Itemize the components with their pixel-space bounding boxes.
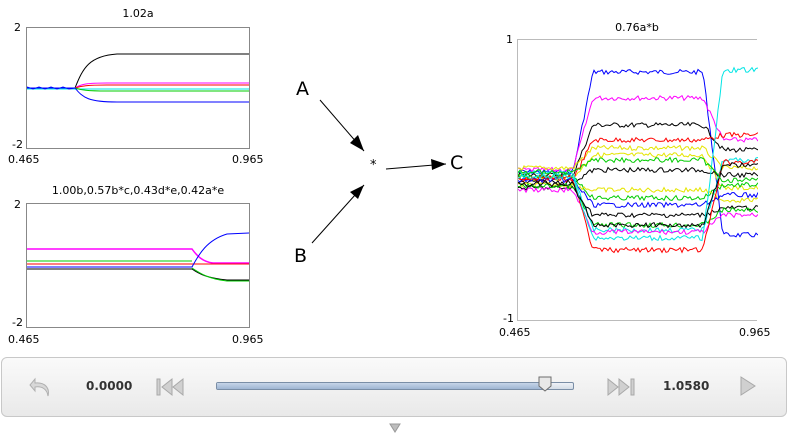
expand-down-icon[interactable]	[389, 423, 401, 433]
diagram-arrows	[311, 99, 447, 244]
top-left-x-max-label: 0.965	[232, 153, 264, 166]
top-left-x-min-label: 0.465	[8, 153, 40, 166]
diagram-operator: *	[370, 158, 377, 173]
bottom-left-y-max-label: 2	[14, 198, 21, 211]
bottom-left-x-max-label: 0.965	[232, 333, 264, 346]
time-slider[interactable]	[216, 382, 574, 390]
skip-to-start-icon[interactable]	[155, 376, 187, 398]
right-plot-trace-0	[518, 68, 758, 238]
right-x-max-label: 0.965	[739, 326, 771, 339]
trace-magenta	[27, 248, 249, 264]
top-left-plot	[26, 27, 250, 149]
right-plot-title: 0.76a*b	[615, 21, 659, 34]
right-y-min-label: -1	[503, 312, 514, 325]
trace-noise	[27, 86, 76, 90]
bottom-left-y-min-label: -2	[12, 316, 23, 329]
right-plot-trace-17	[518, 156, 758, 183]
right-plot-trace-1	[518, 94, 758, 173]
right-x-min-label: 0.465	[499, 326, 531, 339]
diagram-input-a: A	[296, 78, 309, 100]
bottom-left-plot-title: 1.00b,0.57b*c,0.43d*e,0.42a*e	[51, 184, 225, 197]
start-time: 0.0000	[86, 379, 133, 393]
time-slider-thumb[interactable]	[538, 376, 552, 392]
end-time: 1.0580	[663, 379, 710, 393]
right-plot-trace-12	[518, 157, 758, 234]
right-plot	[517, 39, 758, 321]
play-icon[interactable]	[738, 375, 758, 397]
arrow-head-b	[350, 185, 364, 199]
diagram-input-b: B	[294, 245, 308, 267]
top-left-plot-title: 1.02a	[122, 7, 154, 20]
arrow-head-c	[431, 159, 446, 170]
time-slider-fill	[217, 383, 545, 389]
trace-green-low	[191, 267, 249, 282]
trace-blue	[27, 232, 249, 268]
diagram-output-c: C	[450, 152, 464, 174]
arrow-head-a	[350, 135, 364, 151]
right-plot-trace-3	[518, 144, 758, 172]
undo-arrow-icon[interactable]	[28, 374, 54, 400]
trace-black	[27, 268, 249, 281]
skip-to-end-icon[interactable]	[605, 376, 637, 398]
bottom-left-x-min-label: 0.465	[8, 333, 40, 346]
top-left-y-max-label: 2	[14, 21, 21, 34]
right-plot-trace-13	[518, 186, 758, 236]
right-plot-trace-16	[518, 161, 758, 229]
right-plot-trace-14	[518, 158, 758, 254]
trace-blue	[27, 87, 249, 103]
playback-controls: 0.0000 1.0580	[1, 357, 787, 417]
top-left-y-min-label: -2	[12, 138, 23, 151]
right-y-max-label: 1	[506, 33, 513, 46]
right-plot-trace-15	[518, 66, 758, 242]
bottom-left-plot	[26, 203, 250, 328]
